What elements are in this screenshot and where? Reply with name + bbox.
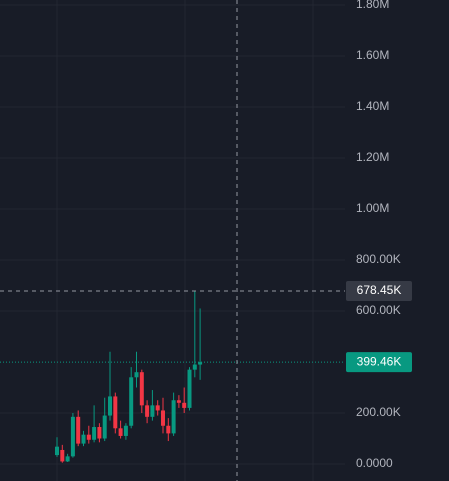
candle-body: [139, 372, 144, 406]
last-price-badge: [346, 352, 412, 373]
y-tick-label: 1.00M: [356, 201, 389, 215]
crosshair-label: 678.45K: [357, 283, 402, 297]
candle-body: [134, 372, 139, 378]
candle-body: [182, 402, 187, 408]
candle-body: [81, 434, 86, 444]
candle-body: [176, 400, 181, 403]
y-tick-label: 1.40M: [356, 99, 389, 113]
candle-body: [60, 449, 65, 462]
candle-body: [70, 416, 75, 457]
y-tick-label: 600.00K: [356, 303, 401, 317]
y-tick-label: 0.0000: [356, 456, 393, 470]
candle-body: [118, 428, 123, 436]
candle-body: [123, 425, 128, 436]
crosshair-badge: [346, 280, 412, 301]
candle-body: [192, 364, 197, 370]
candle-body: [150, 405, 155, 417]
y-tick-label: 800.00K: [356, 252, 401, 266]
candle-body: [198, 362, 203, 365]
candle-body: [108, 396, 112, 416]
candle-body: [97, 427, 102, 439]
candle-body: [129, 377, 134, 426]
candle-body: [55, 446, 59, 456]
candle-body: [65, 456, 70, 462]
candle-body: [145, 405, 150, 417]
candle-body: [161, 410, 165, 426]
candle-body: [92, 427, 97, 440]
candle-body: [166, 425, 171, 434]
candle-body: [155, 405, 160, 411]
candle-body: [113, 396, 118, 429]
candle-body: [102, 415, 107, 439]
last-price-label: 399.46K: [357, 354, 402, 368]
candle-body: [187, 369, 192, 408]
y-tick-label: 1.20M: [356, 150, 389, 164]
y-tick-label: 1.60M: [356, 48, 389, 62]
y-tick-label: 1.80M: [356, 0, 389, 11]
candle-body: [86, 434, 91, 440]
candle-body: [171, 400, 176, 434]
y-tick-label: 200.00K: [356, 405, 401, 419]
candle-body: [76, 416, 81, 444]
